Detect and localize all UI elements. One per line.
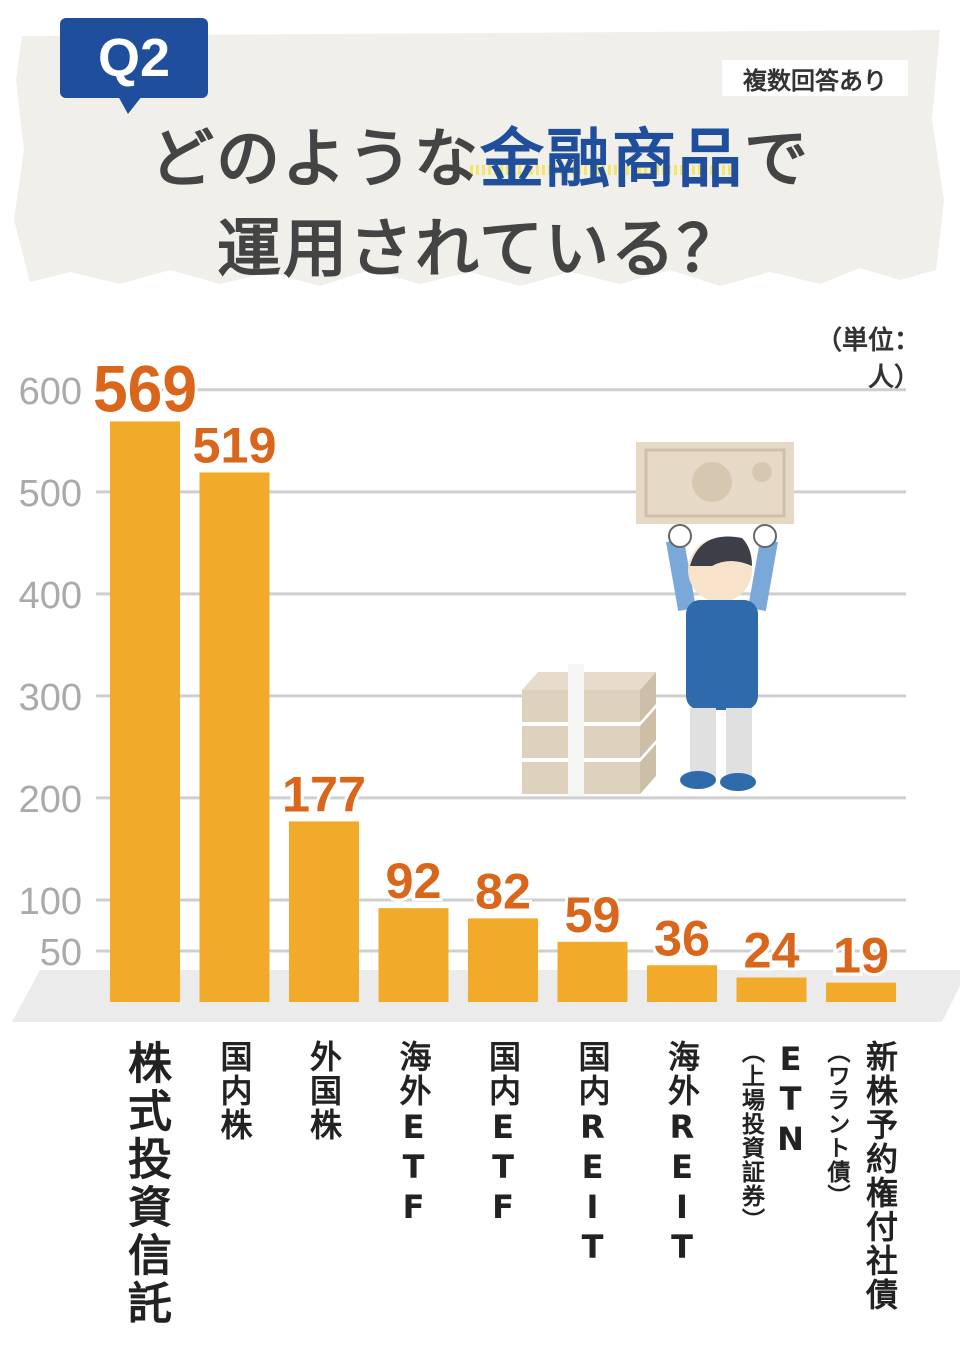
multiple-answers-note: 複数回答あり — [722, 60, 908, 96]
x-tick-label-main: 国内REIT — [573, 1040, 612, 1268]
x-tick-label-note: （ワラント債） — [823, 1040, 849, 1208]
y-tick-label: 200 — [19, 779, 82, 821]
banknote-stack-icon — [522, 664, 656, 796]
question-badge: Q2 — [60, 18, 208, 98]
money-illustration — [522, 442, 794, 796]
bar — [826, 982, 896, 1002]
x-tick-label-main: 新株予約権付社債 — [861, 1040, 899, 1312]
bar — [378, 908, 449, 1002]
x-tick-label-main: 海外ETF — [394, 1040, 433, 1228]
x-tick-label: 外国株 — [301, 1040, 347, 1142]
header-paper — [14, 30, 944, 286]
title-highlight: 金融商品 — [480, 123, 744, 197]
x-tick-label-main: 国内株 — [215, 1040, 254, 1142]
bar-value-label: 82 — [475, 863, 531, 919]
unit-label: （単位：人） — [815, 326, 920, 393]
bar-value-label: 92 — [386, 853, 442, 909]
y-tick-label: 100 — [19, 881, 82, 923]
badge-tail — [118, 96, 142, 114]
x-tick-label-main: ETN — [771, 1040, 810, 1160]
page-title-line2: 運用されている？ — [216, 213, 744, 287]
x-tick-label-main: 海外REIT — [663, 1040, 701, 1268]
title-post: で — [744, 123, 810, 197]
x-tick-label: 新株予約権付社債 （ワラント債） — [819, 1040, 903, 1312]
x-tick-label: 国内ETF — [480, 1040, 526, 1228]
bar — [468, 918, 538, 1002]
x-tick-label: 国内REIT — [570, 1040, 616, 1268]
y-tick-label: 400 — [19, 575, 82, 617]
x-tick-label: 海外ETF — [391, 1040, 437, 1228]
x-tick-label: 海外REIT — [659, 1040, 705, 1268]
bar — [736, 977, 807, 1002]
bar-value-label: 59 — [565, 887, 621, 943]
bar-value-label: 519 — [193, 417, 277, 473]
bar — [557, 941, 628, 1002]
y-tick-label: 300 — [19, 677, 82, 719]
x-tick-label: ETN （上場投資証券） — [734, 1040, 810, 1232]
x-tick-label: 株式投資信託 — [113, 1040, 177, 1328]
bar — [647, 965, 717, 1002]
y-tick-label: 500 — [19, 473, 82, 515]
y-tick-label: 600 — [19, 371, 82, 413]
bar-value-label: 19 — [833, 928, 889, 984]
x-tick-label: 国内株 — [212, 1040, 258, 1142]
x-tick-label-note: （上場投資証券） — [737, 1040, 764, 1232]
bar-value-label: 36 — [654, 910, 710, 966]
y-tick-label: 50 — [40, 932, 82, 974]
page-title-line1: どのような金融商品で — [0, 108, 960, 200]
bar — [199, 472, 270, 1002]
x-tick-label-main: 外国株 — [305, 1040, 343, 1142]
bar-value-label: 177 — [282, 766, 366, 822]
bar — [110, 421, 180, 1002]
person-holding-banknote-icon — [636, 442, 794, 791]
bar — [289, 821, 359, 1002]
x-tick-label-main: 株式投資信託 — [120, 1040, 171, 1328]
bar-value-label: 569 — [93, 351, 197, 425]
bar-value-label: 24 — [744, 923, 800, 979]
title-pre: どのような — [150, 123, 480, 197]
x-tick-label-main: 国内ETF — [484, 1040, 522, 1228]
